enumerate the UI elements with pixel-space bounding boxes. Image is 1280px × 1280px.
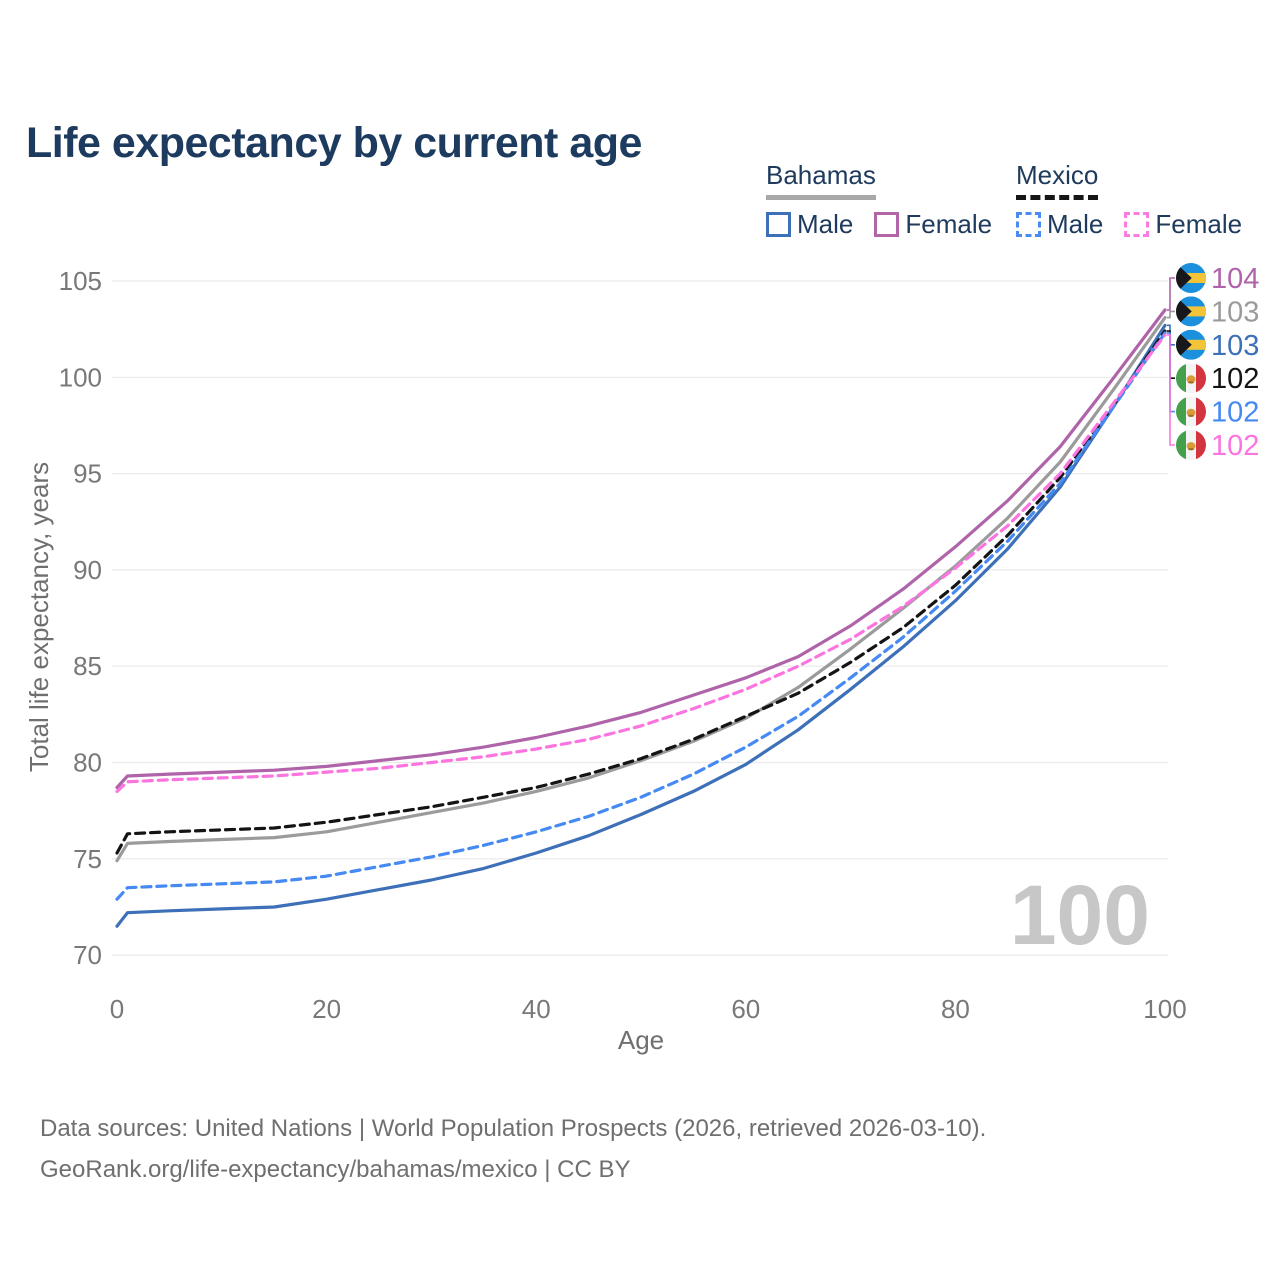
y-tick-label: 75 (73, 844, 102, 874)
y-tick-label: 70 (73, 940, 102, 970)
y-tick-label: 85 (73, 651, 102, 681)
y-tick-label: 90 (73, 555, 102, 585)
y-tick-label: 80 (73, 748, 102, 778)
legend-swatch-male[interactable] (766, 212, 791, 237)
legend-country-label-mexico: Mexico (1016, 160, 1099, 200)
end-label-bahamas-female: 104 (1211, 263, 1259, 295)
footer: Data sources: United Nations | World Pop… (40, 1108, 986, 1190)
mexico-flag-icon (1176, 363, 1206, 394)
legend-swatch-male[interactable] (1016, 212, 1041, 237)
y-tick-label: 95 (73, 459, 102, 489)
y-tick-label: 105 (59, 266, 102, 296)
age-indicator-watermark: 100 (1010, 868, 1150, 962)
line-mexico-male (115, 331, 1167, 901)
legend-item-label: Female (905, 209, 993, 239)
legend-group-bahamas: Bahamas Male Female (766, 160, 992, 240)
end-label-mexico-male: 102 (1211, 397, 1259, 429)
legend-item-label: Male (797, 209, 854, 239)
bahamas-flag-icon (1176, 296, 1206, 327)
page-title: Life expectancy by current age (26, 118, 642, 167)
line-bahamas-female (115, 308, 1167, 790)
legend-item-label: Female (1155, 209, 1243, 239)
legend-swatch-female[interactable] (874, 212, 900, 237)
end-label-mexico-female: 102 (1211, 430, 1259, 462)
line-mexico-female (115, 333, 1167, 794)
y-axis-title: Total life expectancy, years (24, 462, 54, 772)
line-bahamas-male (115, 323, 1167, 928)
line-mexico-both (115, 329, 1167, 855)
end-label-mexico-both: 102 (1211, 363, 1259, 395)
legend-country-label-bahamas: Bahamas (766, 160, 876, 200)
legend-item-label: Male (1047, 209, 1104, 239)
x-tick-label: 60 (731, 994, 760, 1024)
legend-item-bahamas-female[interactable]: Female (874, 209, 992, 240)
x-tick-label: 20 (312, 994, 341, 1024)
footer-data-sources: Data sources: United Nations | World Pop… (40, 1115, 987, 1142)
legend-group-mexico: Mexico Male Female (1016, 160, 1242, 240)
footer-attribution: GeoRank.org/life-expectancy/bahamas/mexi… (40, 1156, 631, 1183)
end-label-connector (1167, 334, 1175, 446)
legend-item-mexico-male[interactable]: Male (1016, 209, 1103, 240)
end-label-connector (1167, 310, 1175, 319)
end-label-bahamas-both: 103 (1211, 296, 1259, 328)
x-tick-label: 80 (941, 994, 970, 1024)
x-tick-label: 0 (110, 994, 124, 1024)
legend-item-bahamas-male[interactable]: Male (766, 209, 853, 240)
y-tick-label: 100 (59, 362, 102, 392)
mexico-flag-icon (1176, 430, 1206, 460)
bahamas-flag-icon (1176, 329, 1206, 360)
bahamas-flag-icon (1176, 263, 1206, 293)
mexico-flag-icon (1176, 396, 1206, 427)
end-label-connector (1167, 330, 1175, 379)
x-tick-label: 40 (522, 994, 551, 1024)
line-bahamas-both (115, 316, 1167, 863)
legend-swatch-female[interactable] (1124, 212, 1150, 237)
legend-item-mexico-female[interactable]: Female (1124, 209, 1242, 240)
legend: Bahamas Male Female Mexico Male Female (0, 160, 1280, 250)
end-label-bahamas-male: 103 (1211, 330, 1259, 362)
x-axis-title: Age (618, 1025, 664, 1055)
x-tick-label: 100 (1143, 994, 1186, 1024)
end-label-connector (1167, 277, 1175, 311)
